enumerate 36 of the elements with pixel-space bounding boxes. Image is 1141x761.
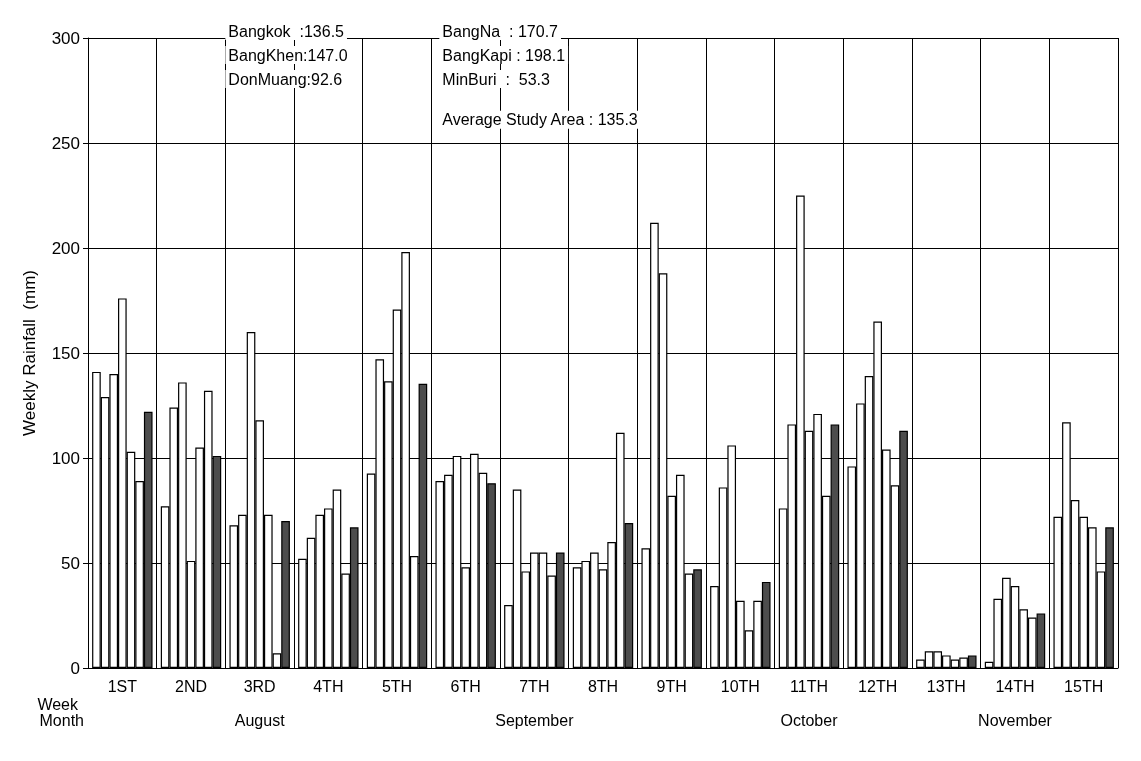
x-tick-label: 11TH — [790, 677, 828, 695]
x-tick-label: 13TH — [926, 677, 966, 695]
x-tick-label: 14TH — [995, 677, 1035, 695]
x-tick-label: 9TH — [656, 677, 687, 695]
x-tick-label: 2ND — [174, 677, 208, 695]
y-axis-title: Weekly Rainfall (mm) — [20, 270, 39, 436]
annotation: BangKapi : 198.1 — [442, 46, 566, 64]
text: September — [495, 711, 575, 729]
x-tick-label: 3RD — [243, 677, 276, 695]
text: Month — [39, 711, 84, 729]
y-tick-label: 0 — [70, 658, 80, 678]
y-tick-label: 300 — [51, 28, 80, 48]
x-tick-label: 8TH — [587, 677, 619, 695]
annotation: Bangkok :136.5 — [228, 22, 345, 40]
annotation: BangNa : 170.7 — [442, 22, 559, 40]
x-tick-label: 10TH — [720, 677, 760, 695]
annotation: Average Study Area : 135.3 — [442, 111, 638, 129]
x-tick-label: 5TH — [381, 677, 413, 695]
y-tick-label: 200 — [51, 238, 80, 258]
x-tick-label: 7TH — [519, 677, 550, 695]
x-axis-title: Week — [37, 695, 79, 713]
annotation: MinBuri : 53.3 — [442, 70, 551, 88]
x-tick-label: 4TH — [313, 677, 344, 695]
y-tick-label: 100 — [51, 448, 80, 468]
text: October — [780, 711, 839, 729]
annotation: BangKhen:147.0 — [228, 46, 348, 64]
annotation: DonMuang:92.6 — [228, 70, 343, 88]
y-tick-label: 150 — [51, 343, 80, 363]
x-tick-label: 6TH — [450, 677, 481, 695]
y-tick-label: 250 — [51, 133, 80, 153]
y-tick-label: 50 — [61, 553, 80, 573]
x-tick-label: 1ST — [107, 677, 138, 695]
x-tick-label: 12TH — [858, 677, 898, 695]
text: November — [978, 711, 1053, 729]
x-tick-label: 15TH — [1064, 677, 1104, 695]
text: August — [234, 711, 286, 729]
